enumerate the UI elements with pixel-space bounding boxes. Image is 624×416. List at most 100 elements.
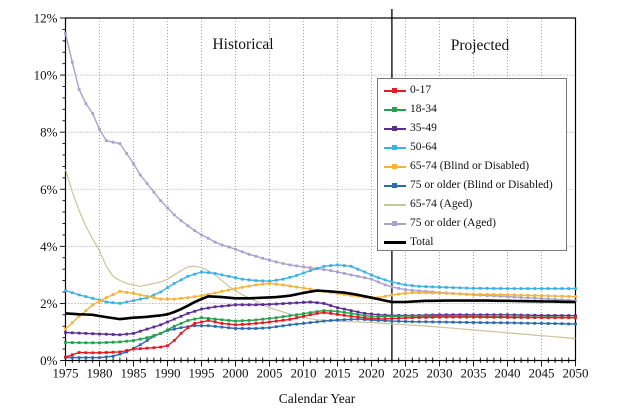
x-tick-label: 1975: [53, 366, 79, 381]
data-marker: [172, 339, 176, 342]
data-marker: [200, 307, 203, 311]
x-tick-label: 2035: [461, 366, 487, 381]
data-marker: [240, 303, 244, 307]
data-marker: [145, 182, 149, 185]
legend-swatch: [384, 86, 408, 95]
data-marker: [261, 256, 265, 260]
data-marker: [512, 287, 516, 290]
data-marker: [383, 319, 387, 323]
data-marker: [288, 301, 292, 305]
data-marker: [125, 152, 129, 155]
data-marker: [145, 327, 149, 331]
data-marker: [349, 264, 353, 268]
data-marker: [349, 273, 353, 277]
data-marker: [417, 316, 421, 319]
data-marker: [213, 291, 217, 295]
data-marker: [84, 332, 88, 335]
data-marker: [438, 313, 441, 317]
data-marker: [329, 264, 333, 267]
series-markers: [64, 263, 577, 305]
data-marker: [274, 282, 278, 286]
data-marker: [91, 356, 95, 359]
y-tick-labels: 0% 2% 4% 6% 8% 10% 12%: [34, 11, 58, 369]
data-marker: [322, 309, 326, 312]
data-marker: [315, 310, 319, 313]
data-marker: [70, 321, 74, 325]
data-marker: [499, 294, 503, 298]
x-tick-label: 2005: [257, 366, 283, 381]
data-marker: [349, 318, 353, 321]
data-marker: [213, 317, 217, 321]
series-0-17: [64, 311, 577, 359]
data-marker: [118, 290, 122, 293]
data-marker: [125, 339, 129, 343]
data-marker: [138, 343, 142, 347]
data-marker: [98, 341, 101, 345]
historical-region-label: Historical: [212, 36, 274, 53]
data-marker: [349, 294, 353, 297]
data-marker: [322, 319, 326, 323]
data-marker: [417, 291, 421, 295]
data-marker: [261, 282, 265, 286]
data-marker: [240, 250, 244, 254]
data-marker: [356, 317, 360, 321]
legend-label: Total: [410, 236, 434, 248]
series-total: [65, 289, 576, 321]
data-marker: [172, 282, 176, 285]
data-marker: [519, 287, 523, 290]
data-marker: [533, 296, 537, 300]
data-marker: [227, 326, 231, 330]
data-marker: [152, 190, 156, 194]
data-marker: [322, 311, 326, 314]
data-marker: [342, 314, 346, 317]
data-marker: [308, 311, 312, 314]
data-marker: [104, 139, 108, 143]
data-marker: [159, 345, 163, 349]
data-marker: [70, 353, 74, 357]
data-marker: [274, 260, 278, 264]
data-marker: [472, 292, 475, 296]
legend-item: 75 or older (Aged): [384, 214, 566, 233]
data-marker: [84, 102, 88, 105]
data-marker: [111, 140, 115, 144]
data-marker: [274, 278, 278, 282]
x-axis-title: Calendar Year: [278, 391, 356, 406]
data-marker: [104, 355, 108, 359]
data-marker: [546, 316, 550, 320]
data-marker: [370, 273, 373, 277]
data-marker: [268, 302, 271, 306]
data-marker: [308, 287, 312, 291]
data-marker: [261, 326, 265, 330]
data-marker: [526, 316, 530, 319]
data-marker: [336, 306, 339, 310]
data-marker: [478, 286, 482, 290]
y-tick-label: 0%: [40, 353, 58, 368]
data-marker: [336, 270, 339, 274]
data-marker: [342, 318, 346, 322]
data-marker: [574, 322, 577, 326]
series-65-74-aged-: [64, 169, 576, 340]
data-marker: [281, 318, 285, 322]
data-marker: [295, 313, 299, 317]
data-marker: [77, 341, 81, 345]
data-marker: [98, 299, 101, 303]
data-marker: [546, 294, 550, 298]
data-marker: [206, 271, 210, 275]
data-marker: [492, 315, 496, 319]
data-marker: [247, 252, 251, 256]
data-marker: [512, 313, 516, 317]
data-marker: [193, 229, 197, 232]
data-marker: [118, 340, 122, 344]
data-marker: [315, 301, 319, 305]
data-marker: [553, 294, 557, 298]
data-marker: [438, 291, 441, 295]
data-marker: [295, 322, 299, 326]
data-marker: [370, 312, 373, 316]
data-marker: [322, 264, 326, 268]
data-marker: [132, 299, 135, 302]
x-tick-labels: 1975 1980 1985 1990 1995 2000 2005 2010 2015 2020…: [53, 366, 589, 381]
data-marker: [512, 316, 516, 319]
data-marker: [336, 310, 339, 313]
legend-marker-sample: [392, 107, 397, 112]
